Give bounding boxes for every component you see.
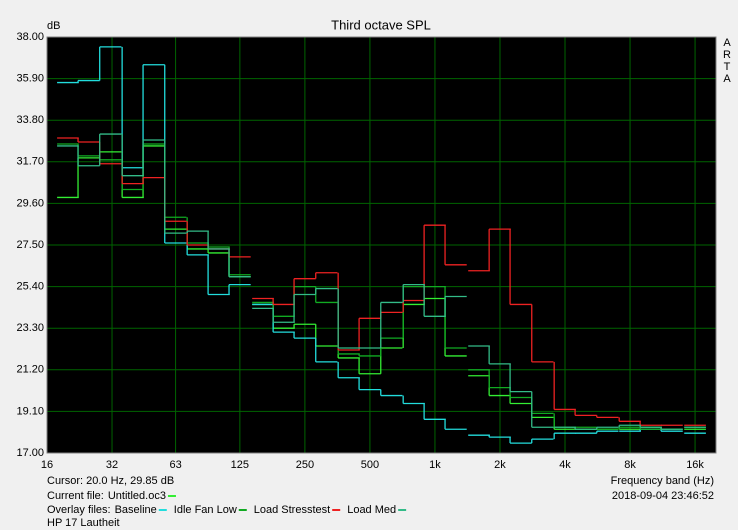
- legend-label: Current file:: [47, 490, 104, 502]
- y-tick-label: 21.20: [16, 364, 44, 376]
- plot-border: [46, 36, 717, 454]
- y-tick-label: 38.00: [16, 31, 44, 43]
- y-tick-label: 33.80: [16, 114, 44, 126]
- legend-entry: Load Med: [347, 504, 396, 516]
- legend-entry: Baseline: [115, 504, 157, 516]
- y-tick-label: 23.30: [16, 322, 44, 334]
- y-tick-label: 35.90: [16, 73, 44, 85]
- legend-entry: Load Stresstest: [254, 504, 330, 516]
- y-tick-label: 19.10: [16, 405, 44, 417]
- x-tick-label: 63: [169, 459, 181, 471]
- y-tick-label: 31.70: [16, 156, 44, 168]
- measurement-name: HP 17 Lautheit: [47, 517, 120, 529]
- x-tick-label: 32: [106, 459, 118, 471]
- legend-entry: Idle Fan Low: [174, 504, 237, 516]
- curves: [57, 46, 706, 444]
- x-tick-label: 16k: [686, 459, 704, 471]
- timestamp: 2018-09-04 23:46:52: [612, 490, 714, 502]
- x-axis-label: Frequency band (Hz): [611, 475, 714, 487]
- y-tick-label: 29.60: [16, 197, 44, 209]
- chart-title: Third octave SPL: [331, 17, 431, 32]
- y-tick-label: 27.50: [16, 239, 44, 251]
- y-axis-label: dB: [47, 20, 60, 32]
- y-tick-label: 17.00: [16, 447, 44, 459]
- x-tick-label: 1k: [429, 459, 441, 471]
- x-tick-label: 500: [361, 459, 379, 471]
- axes: 17.00 19.10 21.20 23.30 25.40 27.50 29.60 31.70…: [16, 31, 731, 471]
- cursor-readout: Cursor: 20.0 Hz, 29.85 dB: [47, 475, 174, 487]
- x-tick-label: 125: [231, 459, 249, 471]
- y-tick-label: 25.40: [16, 281, 44, 293]
- x-tick-label: 2k: [494, 459, 506, 471]
- x-tick-label: 250: [296, 459, 314, 471]
- x-tick-label: 8k: [624, 459, 636, 471]
- x-tick-label: 4k: [559, 459, 571, 471]
- legend: Current file: Untitled.oc3 Overlay files: B…: [47, 490, 407, 516]
- legend-entry: Untitled.oc3: [108, 490, 166, 502]
- legend-label: Overlay files:: [47, 504, 111, 516]
- x-tick-label: 16: [41, 459, 53, 471]
